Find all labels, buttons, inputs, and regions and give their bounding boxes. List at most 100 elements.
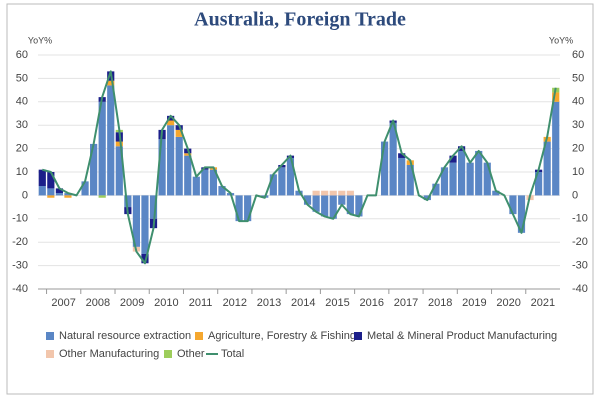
bar-segment [115, 146, 123, 196]
bar-segment [55, 188, 63, 194]
bar-segment [244, 195, 252, 222]
y2-tick-label: 10 [572, 166, 584, 178]
bar-segment [552, 92, 560, 102]
bar-segment [517, 195, 526, 233]
x-tick-label: 2019 [462, 297, 486, 309]
bar-segment [107, 85, 115, 196]
x-tick-label: 2013 [257, 297, 281, 309]
y2-tick-label: 0 [572, 189, 578, 201]
bar-segment [38, 169, 46, 187]
y2-tick-label: 20 [572, 143, 584, 155]
bar-segment [303, 195, 312, 205]
legend-swatch [46, 350, 54, 358]
bar-segment [338, 195, 346, 205]
bar-segment [149, 195, 158, 219]
bar-segment [81, 181, 89, 196]
bar-segment [201, 169, 209, 196]
chart-title: Australia, Foreign Trade [194, 9, 406, 31]
bar-segment [269, 174, 277, 196]
legend-label: Agriculture, Forestry & Fishing [208, 330, 356, 342]
y2-axis-label: YoY% [549, 35, 573, 45]
bar-segment [98, 195, 106, 198]
bar-segment [64, 195, 72, 198]
y2-tick-label: 40 [572, 96, 584, 108]
y-tick-label: -20 [12, 236, 28, 248]
bar-segment [398, 157, 406, 196]
bar-segment [47, 172, 55, 189]
legend-label: Other [177, 348, 205, 360]
y-tick-label: 20 [16, 143, 28, 155]
bar-segment [380, 141, 389, 196]
y-tick-label: 30 [16, 119, 28, 131]
bar-segment [235, 195, 243, 222]
x-tick-label: 2014 [291, 297, 315, 309]
bar-segment [286, 157, 295, 196]
bar-segment [457, 146, 466, 151]
legend-label: Metal & Mineral Product Manufacturing [367, 330, 557, 342]
y-tick-label: -30 [12, 260, 28, 272]
y-tick-label: 40 [16, 96, 28, 108]
legend-label: Other Manufacturing [59, 348, 159, 360]
bar-segment [329, 195, 337, 219]
bar-segment [47, 188, 55, 196]
x-tick-label: 2012 [223, 297, 247, 309]
bar-segment [107, 80, 115, 86]
bar-segment [209, 169, 218, 196]
legend-swatch [354, 332, 362, 340]
bar-segment [141, 253, 149, 264]
y2-tick-label: -30 [572, 260, 588, 272]
bar-segment [552, 101, 560, 196]
total-line [42, 70, 557, 265]
x-tick-label: 2009 [120, 297, 144, 309]
bar-segment [64, 193, 72, 196]
bar-segment [132, 195, 141, 247]
x-tick-label: 2015 [325, 297, 349, 309]
x-tick-label: 2017 [394, 297, 418, 309]
y-tick-label: 0 [22, 189, 28, 201]
bar-segment [98, 101, 106, 196]
bar-segment [47, 195, 55, 198]
x-tick-label: 2010 [154, 297, 178, 309]
bar-segment [346, 195, 354, 215]
bar-segment [389, 122, 397, 196]
x-tick-label: 2020 [496, 297, 520, 309]
legend-swatch [46, 332, 54, 340]
bar-segment [543, 141, 551, 196]
bar-segment [167, 120, 175, 126]
bar-segment [535, 172, 543, 196]
bar-segment [321, 190, 329, 196]
frame [6, 3, 594, 395]
bar-segment [398, 153, 406, 158]
bar-segment [175, 136, 183, 196]
bar-segment [158, 139, 166, 196]
bar-segment [192, 176, 200, 196]
y-tick-label: -40 [12, 283, 28, 295]
bar-segment [295, 190, 303, 196]
bar-segment [124, 195, 132, 208]
y-tick-label: -10 [12, 213, 28, 225]
y2-tick-label: -20 [572, 236, 588, 248]
bar-segment [449, 155, 457, 163]
bar-segment [184, 153, 192, 156]
y2-tick-label: 30 [572, 119, 584, 131]
bar-segment [329, 190, 337, 196]
bar-segment [466, 162, 474, 196]
bar-segment [90, 143, 98, 196]
y-tick-label: 60 [16, 49, 28, 61]
x-tick-label: 2016 [359, 297, 383, 309]
bar-segment [175, 129, 183, 137]
y2-tick-label: -40 [572, 283, 588, 295]
legend-swatch [164, 350, 172, 358]
bar-segment [38, 186, 46, 196]
y2-tick-label: 60 [572, 49, 584, 61]
legend-label: Total [221, 348, 244, 360]
x-tick-label: 2021 [531, 297, 555, 309]
y-tick-label: 50 [16, 72, 28, 84]
bar-segment [115, 141, 123, 147]
bar-segment [475, 150, 483, 196]
bar-segment [483, 162, 491, 196]
legend-swatch [195, 332, 203, 340]
bar-segment [423, 195, 431, 201]
x-tick-label: 2018 [428, 297, 452, 309]
x-tick-label: 2008 [86, 297, 110, 309]
